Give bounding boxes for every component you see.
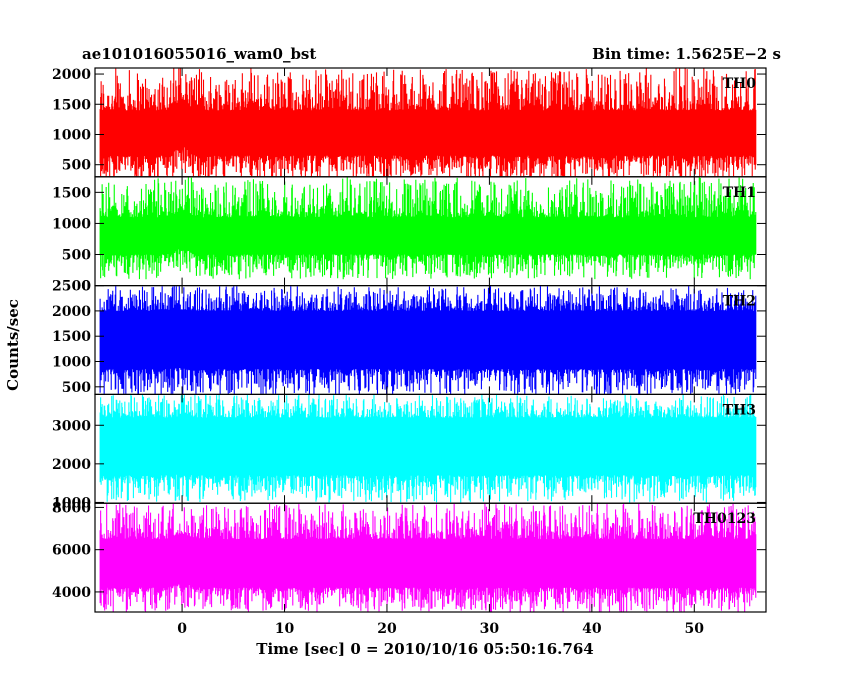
panel-th0: 500 1000 1500 2000 TH0 bbox=[52, 67, 767, 178]
panel-label: TH1 bbox=[723, 185, 756, 201]
panel-label: TH3 bbox=[723, 402, 756, 418]
x-tick-label: 10 bbox=[275, 621, 295, 637]
y-tick-label: 500 bbox=[62, 380, 91, 396]
series-th2 bbox=[99, 286, 757, 394]
panel-th3: 1000 2000 3000 TH3 bbox=[52, 393, 767, 511]
y-tick-label: 6000 bbox=[52, 543, 91, 559]
y-tick-label: 1000 bbox=[52, 216, 91, 232]
y-tick-label: 8000 bbox=[52, 500, 91, 516]
y-tick-label: 1000 bbox=[52, 355, 91, 371]
series-th0 bbox=[99, 68, 757, 177]
y-tick-label: 1000 bbox=[52, 495, 91, 511]
panel-label: TH2 bbox=[723, 294, 756, 310]
panel-th2: 500 1000 1500 2000 2500 TH2 bbox=[52, 279, 767, 396]
y-tick-label: 500 bbox=[62, 158, 91, 174]
y-tick-label: 2000 bbox=[52, 304, 91, 320]
y-tick-label: 1500 bbox=[52, 185, 91, 201]
chart-title-right: Bin time: 1.5625E−2 s bbox=[592, 45, 781, 63]
y-tick-label: 0 bbox=[81, 279, 91, 295]
y-tick-label: 2000 bbox=[52, 457, 91, 473]
panel-th1: 0 500 1000 1500 TH1 bbox=[52, 176, 767, 295]
y-tick-label: 1500 bbox=[52, 329, 91, 345]
x-tick-label: 40 bbox=[582, 621, 602, 637]
series-th3 bbox=[99, 394, 757, 503]
series-th0123 bbox=[99, 503, 757, 612]
chart-title-left: ae101016055016_wam0_bst bbox=[82, 45, 316, 63]
x-tick-label: 30 bbox=[480, 621, 500, 637]
panel-th0123: 4000 6000 8000 TH0123 bbox=[52, 500, 767, 613]
y-tick-label: 2000 bbox=[52, 67, 91, 83]
y-axis-label: Counts/sec bbox=[4, 299, 22, 391]
y-tick-label: 2500 bbox=[52, 279, 91, 295]
panel-frame bbox=[94, 502, 767, 613]
x-tick-label: 20 bbox=[377, 621, 397, 637]
y-tick-label: 1000 bbox=[52, 127, 91, 143]
x-axis-label: Time [sec] 0 = 2010/10/16 05:50:16.764 bbox=[256, 640, 593, 658]
x-axis: 0 10 20 30 40 50 bbox=[177, 621, 704, 637]
panel-label: TH0 bbox=[723, 76, 757, 92]
y-tick-label: 3000 bbox=[52, 418, 91, 434]
x-tick-label: 50 bbox=[685, 621, 705, 637]
panel-label: TH0123 bbox=[693, 511, 756, 527]
y-tick-label: 500 bbox=[62, 248, 91, 264]
series-th1 bbox=[99, 177, 757, 280]
y-tick-label: 4000 bbox=[52, 585, 91, 601]
x-tick-label: 0 bbox=[177, 621, 187, 637]
y-tick-label: 1500 bbox=[52, 97, 91, 113]
